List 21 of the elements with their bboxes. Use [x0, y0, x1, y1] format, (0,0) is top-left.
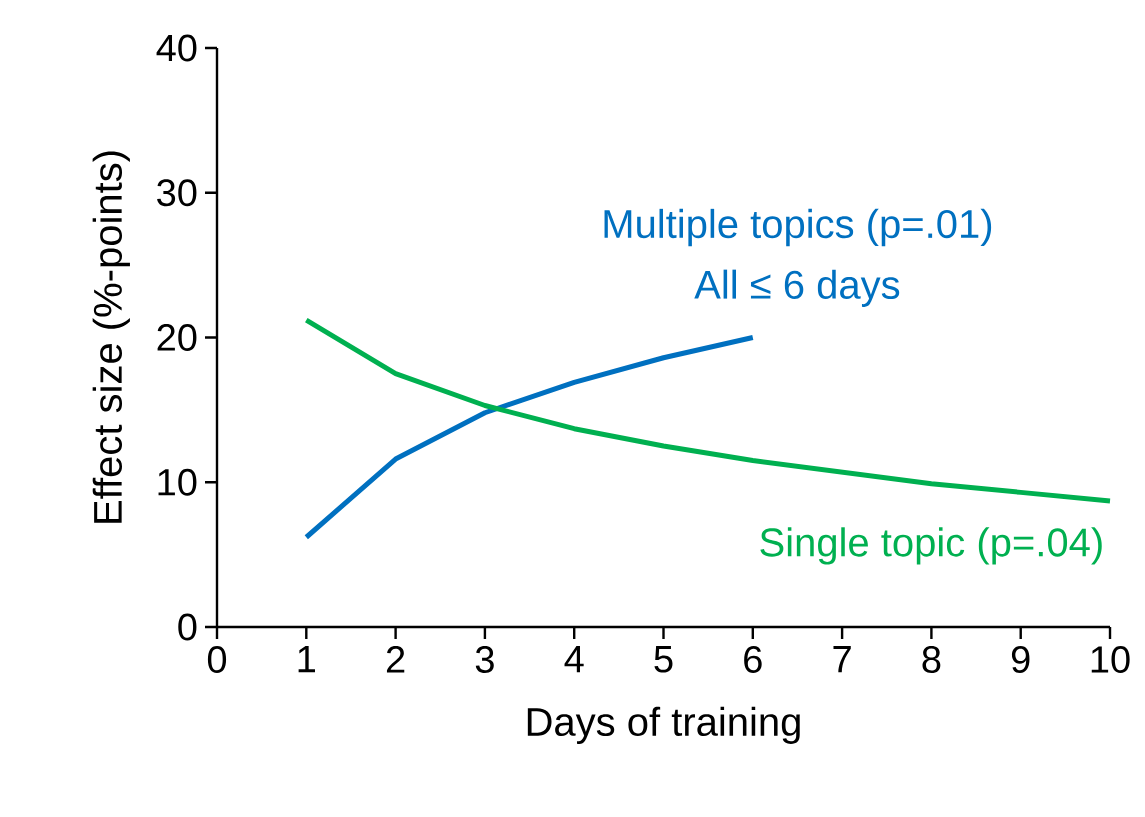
- x-tick-label: 10: [1091, 646, 1130, 673]
- x-tick-label: 9: [1011, 646, 1030, 673]
- y-axis-title: Effect size (%-points): [92, 151, 130, 523]
- x-tick-label: 4: [564, 646, 584, 673]
- y-tick-label: 20: [157, 324, 197, 351]
- y-tick-label: 30: [157, 179, 197, 207]
- x-tick-label: 6: [744, 646, 762, 673]
- x-tick-label: 0: [207, 646, 227, 673]
- x-tick-label: 2: [386, 646, 405, 673]
- x-axis-title: Days of training: [527, 706, 800, 744]
- text: Multiple topics (p=.01): [604, 208, 992, 247]
- y-tick-label: 10: [158, 468, 197, 496]
- x-tick-label: 7: [833, 646, 851, 673]
- y-tick-label: 0: [178, 613, 197, 641]
- x-tick-label: 5: [654, 646, 673, 673]
- annotation: All ≤ 6 days: [694, 269, 900, 307]
- x-tick-label: 1: [298, 646, 315, 673]
- x-tick-label: 3: [475, 646, 494, 673]
- x-tick-label: 8: [922, 646, 941, 673]
- series-label: Single topic (p=.04): [760, 527, 1102, 565]
- y-tick-label: 40: [156, 34, 197, 62]
